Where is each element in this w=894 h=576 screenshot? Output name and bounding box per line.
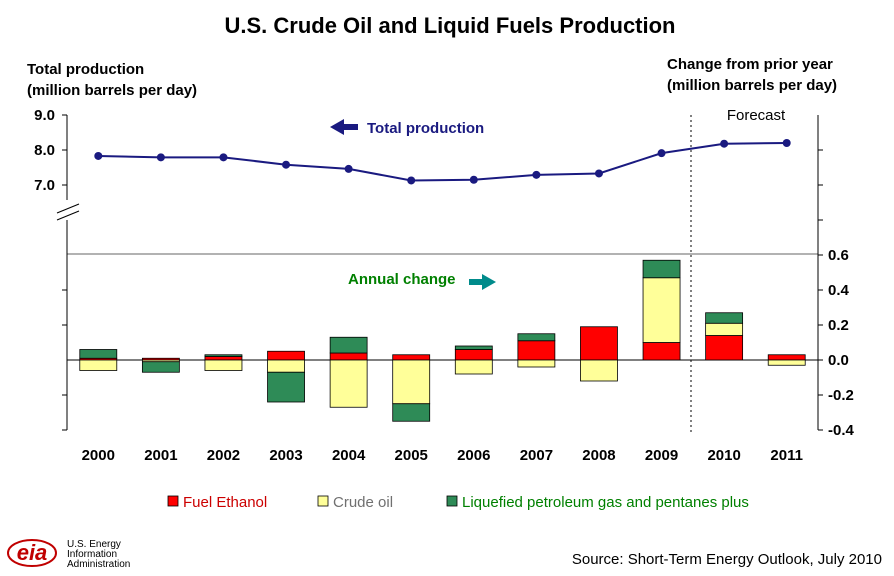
- line-point: [219, 153, 228, 162]
- total-annotation-label: Total production: [367, 120, 484, 137]
- line-point: [594, 169, 603, 178]
- bar-segment: [329, 352, 368, 361]
- legend: Fuel Ethanol Crude oil Liquefied petroleum…: [167, 494, 749, 511]
- x-tick-label: 2006: [457, 447, 490, 464]
- logo-line2: Information: [67, 549, 117, 560]
- legend-swatch: [317, 495, 329, 507]
- bar-segment: [705, 312, 744, 324]
- line-point: [282, 160, 291, 169]
- eia-logo: eia U.S. Energy Information Administrati…: [7, 539, 130, 570]
- bar-segment: [642, 277, 681, 343]
- right-axis-ticks: 0.6 0.4 0.2 0.0 -0.2 -0.4: [818, 149, 855, 439]
- source-note: Source: Short-Term Energy Outlook, July …: [572, 551, 882, 568]
- bar-segment: [454, 345, 493, 350]
- x-tick-label: 2008: [582, 447, 615, 464]
- left-tick-label: 7.0: [34, 177, 55, 194]
- right-arrow-icon: [469, 274, 496, 290]
- bar-series: [79, 259, 806, 422]
- right-tick-label: 0.0: [828, 352, 849, 369]
- bar-segment: [329, 336, 368, 354]
- bar-segment: [267, 359, 305, 373]
- legend-label: Fuel Ethanol: [183, 494, 267, 511]
- bar-segment: [767, 359, 806, 366]
- bar-segment: [267, 371, 305, 403]
- left-tick-label: 8.0: [34, 142, 55, 159]
- right-tick-label: 0.6: [828, 247, 849, 264]
- bar-segment: [204, 356, 243, 361]
- right-tick-label: 0.2: [828, 317, 849, 334]
- left-axis-label-line1: Total production: [27, 61, 144, 78]
- forecast-label: Forecast: [727, 107, 786, 124]
- line-point: [532, 170, 541, 179]
- x-tick-label: 2000: [82, 447, 115, 464]
- total-annotation: Total production: [330, 119, 484, 137]
- bar-segment: [392, 403, 431, 422]
- chart-title: U.S. Crude Oil and Liquid Fuels Producti…: [224, 13, 675, 38]
- line-point: [657, 149, 666, 158]
- line-point: [407, 176, 416, 185]
- logo-line3: Administration: [67, 559, 130, 570]
- line-point: [782, 139, 791, 147]
- bar-segment: [642, 259, 681, 279]
- bar-segment: [705, 322, 744, 336]
- bar-segment: [580, 326, 618, 361]
- line-point: [156, 153, 165, 162]
- bar-segment: [517, 359, 556, 368]
- change-annotation-label: Annual change: [348, 271, 456, 288]
- total-production-line: [94, 139, 791, 185]
- legend-swatch: [167, 495, 179, 507]
- right-tick-label: -0.4: [828, 422, 855, 439]
- right-tick-label: -0.2: [828, 387, 854, 404]
- right-tick-label: 0.4: [828, 282, 850, 299]
- line-point: [344, 164, 353, 173]
- x-tick-label: 2011: [770, 447, 803, 464]
- x-tick-label: 2009: [645, 447, 678, 464]
- bar-segment: [767, 354, 806, 361]
- bar-segment: [392, 354, 431, 361]
- left-axis-label-line2: (million barrels per day): [27, 82, 197, 99]
- bar-segment: [517, 333, 556, 342]
- x-tick-label: 2002: [207, 447, 240, 464]
- line-point: [469, 175, 478, 184]
- legend-label: Crude oil: [333, 494, 393, 511]
- x-tick-label: 2004: [332, 447, 366, 464]
- logo-swoosh: [7, 539, 57, 567]
- x-axis-ticks: 2000 2001 2002 2003 2004 2005 2006 2007 2008 2009…: [82, 447, 803, 464]
- bar-segment: [79, 349, 118, 359]
- line-path: [98, 142, 787, 182]
- bar-segment: [204, 359, 243, 371]
- right-axis-label-line1: Change from prior year: [667, 56, 833, 73]
- bar-segment: [329, 359, 368, 408]
- legend-swatch: [446, 495, 458, 507]
- left-arrow-icon: [330, 119, 358, 135]
- line-point: [94, 151, 103, 160]
- legend-label: Liquefied petroleum gas and pentanes plu…: [462, 494, 749, 511]
- right-axis-label-line2: (million barrels per day): [667, 77, 837, 94]
- bar-segment: [517, 340, 556, 361]
- logo-mark: eia: [17, 540, 48, 565]
- x-tick-label: 2001: [144, 447, 177, 464]
- bar-segment: [392, 359, 431, 405]
- left-axis-ticks: 7.0 8.0 9.0: [34, 107, 67, 431]
- bar-segment: [642, 342, 681, 361]
- x-tick-label: 2007: [520, 447, 553, 464]
- x-tick-label: 2010: [707, 447, 740, 464]
- axis-break-mark: [56, 203, 80, 221]
- bar-segment: [454, 349, 493, 361]
- logo-line1: U.S. Energy: [67, 539, 121, 550]
- bar-segment: [267, 350, 305, 361]
- bar-segment: [204, 354, 243, 357]
- bar-segment: [580, 359, 618, 382]
- left-tick-label: 9.0: [34, 107, 55, 124]
- x-tick-label: 2005: [395, 447, 428, 464]
- x-tick-label: 2003: [269, 447, 302, 464]
- change-annotation: Annual change: [348, 271, 496, 290]
- line-point: [720, 139, 729, 148]
- bar-segment: [705, 335, 744, 361]
- bar-segment: [79, 359, 118, 371]
- bar-segment: [141, 361, 180, 373]
- bar-segment: [454, 359, 493, 375]
